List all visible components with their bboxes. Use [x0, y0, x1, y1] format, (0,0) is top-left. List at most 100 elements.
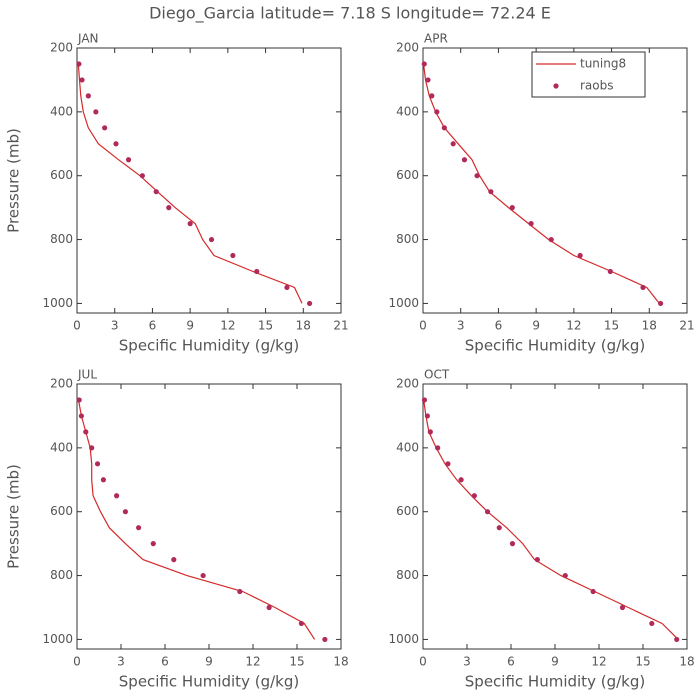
x-tick-label: 12 [220, 319, 235, 333]
legend-label: raobs [580, 79, 614, 93]
point [100, 477, 106, 483]
x-tick-label: 9 [532, 319, 540, 333]
y-tick-label: 400 [396, 104, 419, 118]
x-tick-label: 6 [149, 319, 157, 333]
point [254, 268, 260, 275]
point [284, 284, 290, 291]
plot-frame [422, 47, 688, 314]
point [425, 77, 431, 83]
y-tick-label: 400 [50, 104, 73, 118]
y-tick-label: 1000 [42, 632, 73, 646]
x-tick-label: 3 [463, 655, 471, 669]
point [83, 429, 89, 435]
point [445, 461, 451, 467]
point [102, 125, 108, 131]
y-tick-label: 600 [396, 168, 419, 182]
point [488, 189, 494, 195]
y-tick-label: 1000 [388, 632, 419, 646]
x-tick-label: 3 [457, 319, 465, 333]
panel-label: APR [424, 32, 448, 46]
x-tick-label: 18 [642, 319, 657, 333]
x-tick-label: 6 [495, 319, 503, 333]
legend-swatch [553, 83, 559, 89]
point [139, 173, 145, 179]
point [562, 572, 568, 579]
y-tick-label: 800 [396, 568, 419, 582]
point [230, 252, 236, 259]
x-tick-label: 9 [186, 319, 194, 333]
y-tick-label: 200 [396, 377, 419, 391]
line [423, 63, 660, 304]
x-axis-label: Specific Humidity (g/kg) [119, 337, 299, 355]
x-tick-label: 0 [419, 655, 427, 669]
point [266, 604, 272, 611]
x-tick-label: 12 [566, 319, 581, 333]
y-tick-label: 800 [396, 232, 419, 246]
y-tick-label: 600 [50, 168, 73, 182]
point [649, 620, 655, 627]
x-tick-label: 18 [296, 319, 311, 333]
y-tick-label: 600 [50, 504, 73, 518]
point [484, 509, 491, 515]
panel-label: JUL [77, 368, 97, 382]
x-tick-label: 0 [73, 319, 81, 333]
y-tick-label: 1000 [42, 296, 73, 310]
point [427, 429, 433, 435]
point [114, 493, 120, 499]
line [77, 63, 303, 304]
x-tick-label: 18 [333, 655, 348, 669]
point [208, 236, 215, 243]
point [471, 493, 477, 499]
panel-label: JAN [77, 32, 99, 46]
point [94, 461, 101, 467]
x-axis-label: Specific Humidity (g/kg) [119, 673, 299, 691]
point [496, 525, 502, 531]
point [534, 557, 541, 563]
point [429, 93, 435, 99]
point [421, 397, 428, 403]
point [76, 397, 82, 403]
point [658, 300, 664, 307]
x-tick-label: 15 [258, 319, 273, 333]
point [590, 588, 596, 595]
point [450, 141, 456, 147]
point [171, 557, 177, 563]
line [77, 399, 316, 640]
y-tick-label: 200 [50, 377, 73, 391]
point [577, 252, 583, 259]
plot-frame [76, 383, 342, 650]
x-tick-label: 18 [679, 655, 694, 669]
point [237, 588, 243, 595]
x-tick-label: 0 [73, 655, 81, 669]
x-tick-label: 21 [679, 319, 694, 333]
panel-label: OCT [424, 368, 450, 382]
point [200, 572, 206, 579]
y-tick-label: 1000 [388, 296, 419, 310]
point [458, 477, 464, 483]
x-tick-label: 9 [205, 655, 213, 669]
x-tick-label: 15 [289, 655, 304, 669]
point [424, 413, 430, 419]
x-tick-label: 6 [161, 655, 169, 669]
x-tick-label: 9 [551, 655, 559, 669]
point [509, 541, 516, 547]
point [548, 236, 554, 243]
point [78, 413, 84, 419]
y-axis-label: Pressure (mb) [5, 128, 23, 233]
point [187, 221, 193, 227]
plot-frame [76, 47, 342, 314]
x-axis-label: Specific Humidity (g/kg) [465, 337, 645, 355]
point [434, 109, 440, 115]
point [136, 525, 142, 531]
x-tick-label: 6 [507, 655, 515, 669]
y-tick-label: 400 [50, 440, 73, 454]
x-tick-label: 12 [245, 655, 260, 669]
point [461, 157, 468, 163]
y-tick-label: 800 [50, 232, 73, 246]
point [76, 61, 82, 67]
x-tick-label: 3 [111, 319, 119, 333]
point [607, 268, 613, 275]
point [153, 189, 159, 195]
y-tick-label: 200 [396, 41, 419, 55]
